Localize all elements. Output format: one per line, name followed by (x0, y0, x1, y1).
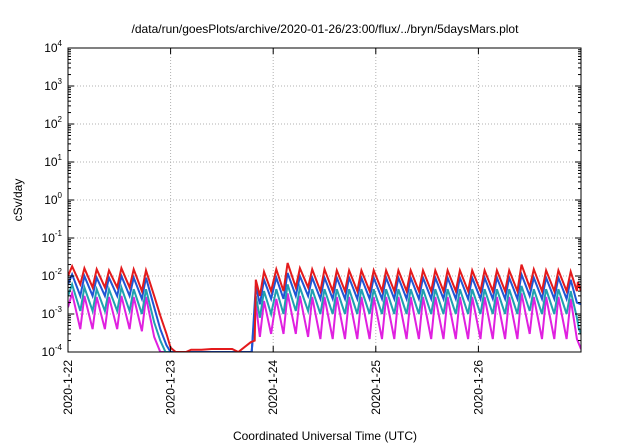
y-tick-label-exponent: -4 (55, 343, 63, 352)
y-tick-label: 101 (44, 153, 62, 169)
y-tick-label-base: 10 (42, 231, 56, 245)
y-tick-label-exponent: 1 (58, 153, 63, 162)
y-tick-label-exponent: 0 (58, 191, 63, 200)
y-tick-label: 10-1 (42, 229, 63, 245)
series-line (68, 281, 581, 352)
y-tick-label: 100 (44, 191, 62, 207)
y-tick-label-exponent: -2 (55, 267, 63, 276)
y-tick-label: 102 (44, 115, 62, 131)
y-tick-label-base: 10 (44, 79, 58, 93)
y-tick-label-base: 10 (44, 117, 58, 131)
x-tick-label: 2020-1-22 (61, 360, 75, 415)
y-tick-label: 104 (44, 39, 62, 55)
x-tick-label: 2020-1-24 (266, 360, 280, 415)
series-line (68, 289, 581, 352)
y-axis-title: cSv/day (11, 179, 25, 222)
series-line (68, 262, 581, 352)
y-tick-label-base: 10 (42, 307, 56, 321)
x-tick-label: 2020-1-23 (164, 360, 178, 415)
series-line (68, 270, 581, 352)
y-tick-label-base: 10 (44, 41, 58, 55)
y-tick-label-exponent: 3 (58, 77, 63, 86)
y-tick-label: 10-4 (42, 343, 63, 359)
y-tick-label-exponent: 2 (58, 115, 63, 124)
y-tick-label-base: 10 (42, 269, 56, 283)
axes: 10-410-310-210-11001011021031042020-1-22… (42, 39, 581, 415)
x-tick-label: 2020-1-25 (369, 360, 383, 415)
y-tick-label: 103 (44, 77, 62, 93)
chart-title: /data/run/goesPlots/archive/2020-01-26/2… (132, 22, 520, 36)
y-tick-label-base: 10 (44, 193, 58, 207)
y-tick-label: 10-3 (42, 305, 63, 321)
y-tick-label-exponent: 4 (58, 39, 63, 48)
series-lines (68, 262, 581, 352)
y-tick-label-exponent: -3 (55, 305, 63, 314)
y-tick-label-base: 10 (44, 155, 58, 169)
y-tick-label-exponent: -1 (55, 229, 63, 238)
x-axis-title: Coordinated Universal Time (UTC) (233, 429, 417, 443)
y-tick-label-base: 10 (42, 345, 56, 359)
y-tick-label: 10-2 (42, 267, 63, 283)
x-tick-label: 2020-1-26 (471, 360, 485, 415)
